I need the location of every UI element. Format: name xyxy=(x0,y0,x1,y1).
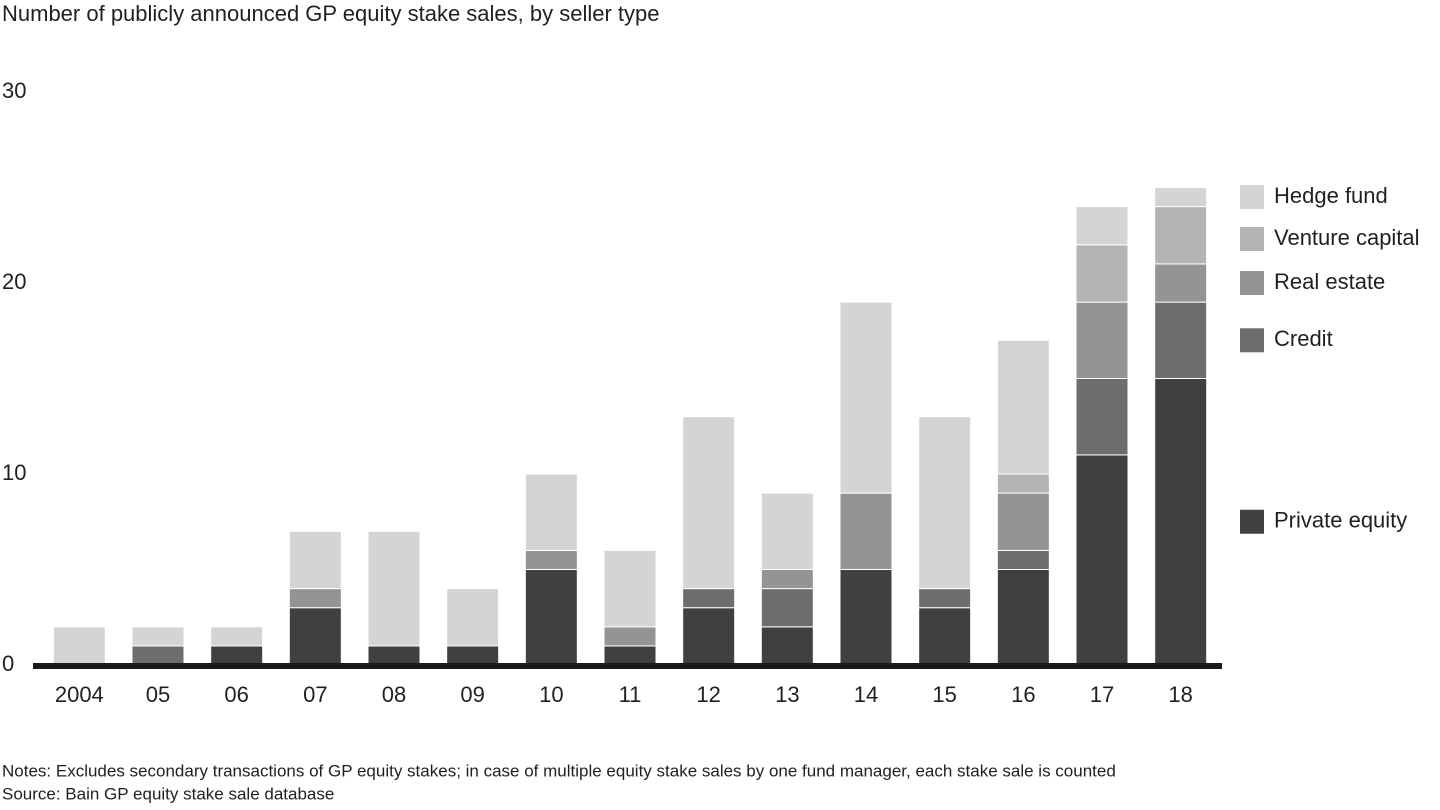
x-tick-label: 05 xyxy=(146,682,170,707)
chart-title: Number of publicly announced GP equity s… xyxy=(2,1,660,26)
bar-segment xyxy=(918,416,972,590)
bar-segment xyxy=(210,645,264,666)
legend-label: Real estate xyxy=(1274,269,1385,294)
y-tick-label: 0 xyxy=(2,651,14,676)
bar-segment xyxy=(682,416,736,590)
note: Notes: Excludes secondary transactions o… xyxy=(2,761,1116,780)
bar-segment xyxy=(996,492,1050,551)
legend-label: Venture capital xyxy=(1274,225,1420,250)
bar-segment xyxy=(603,549,657,628)
bar-segment xyxy=(446,588,500,647)
bar-segment xyxy=(524,473,578,551)
bar-segment xyxy=(839,301,893,494)
bar-segment xyxy=(1154,206,1208,265)
bar-segment xyxy=(288,588,342,609)
bar-segment xyxy=(367,530,421,647)
y-tick-label: 20 xyxy=(2,269,26,294)
bar-segment xyxy=(288,607,342,666)
bar-segment xyxy=(682,607,736,666)
x-tick-label: 15 xyxy=(932,682,956,707)
x-tick-label: 13 xyxy=(775,682,799,707)
bar-segment xyxy=(1154,263,1208,303)
bar-segment xyxy=(918,588,972,609)
bar-segment xyxy=(1075,301,1129,380)
bar-segment xyxy=(918,607,972,666)
bar-segment xyxy=(996,473,1050,494)
bar-segment xyxy=(839,569,893,666)
legend-swatch xyxy=(1240,185,1264,210)
bar-segment xyxy=(760,626,814,666)
bar-segment xyxy=(1154,301,1208,380)
bar-segment xyxy=(1154,378,1208,666)
bar-segment xyxy=(524,549,578,571)
y-tick-label: 30 xyxy=(2,78,26,103)
bar-segment xyxy=(760,569,814,590)
x-tick-label: 09 xyxy=(460,682,484,707)
bar-segment xyxy=(839,492,893,571)
legend-label: Private equity xyxy=(1274,508,1407,533)
bar-segment xyxy=(524,569,578,666)
bar-segment xyxy=(210,626,264,647)
bar-segment xyxy=(603,645,657,666)
bar-segment xyxy=(760,492,814,571)
legend-label: Credit xyxy=(1274,326,1333,351)
legend-label: Hedge fund xyxy=(1274,183,1388,208)
x-tick-label: 06 xyxy=(224,682,248,707)
bar-segment xyxy=(52,626,106,666)
bar-segment xyxy=(367,645,421,666)
bar-segment xyxy=(1075,378,1129,456)
bar-segment xyxy=(996,569,1050,666)
x-tick-label: 07 xyxy=(303,682,327,707)
x-tick-label: 18 xyxy=(1168,682,1192,707)
x-tick-label: 17 xyxy=(1090,682,1114,707)
bar-segment xyxy=(446,645,500,666)
x-tick-label: 10 xyxy=(539,682,563,707)
bar-segment xyxy=(1075,244,1129,303)
bar-segment xyxy=(760,588,814,628)
x-tick-label: 12 xyxy=(696,682,720,707)
x-tick-label: 16 xyxy=(1011,682,1035,707)
bar-segment xyxy=(1075,454,1129,666)
bar-segment xyxy=(682,588,736,609)
x-tick-label: 11 xyxy=(619,682,642,707)
bar-segment xyxy=(1154,187,1208,208)
bar-segment xyxy=(1075,206,1129,246)
x-tick-label: 2004 xyxy=(55,682,104,707)
x-tick-label: 14 xyxy=(854,682,878,707)
bar-segment xyxy=(288,530,342,590)
bar-segment xyxy=(603,626,657,647)
bar-segment xyxy=(131,626,185,647)
legend-swatch xyxy=(1240,328,1264,353)
bar-segment xyxy=(996,549,1050,571)
y-tick-label: 10 xyxy=(2,460,26,485)
x-tick-label: 08 xyxy=(382,682,406,707)
bar-segment xyxy=(996,339,1050,475)
bar-segment xyxy=(131,645,185,666)
legend-swatch xyxy=(1240,509,1264,534)
legend-swatch xyxy=(1240,271,1264,295)
legend-swatch xyxy=(1240,227,1264,252)
source: Source: Bain GP equity stake sale databa… xyxy=(2,784,334,803)
